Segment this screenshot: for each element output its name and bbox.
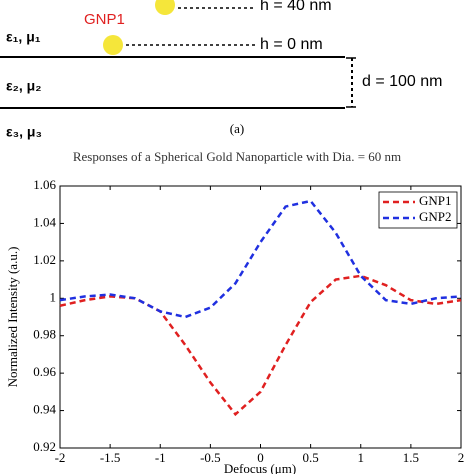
label: d = 100 nm bbox=[362, 73, 443, 90]
x-tick-label: 2 bbox=[458, 450, 465, 465]
x-tick-label: -1 bbox=[155, 450, 166, 465]
x-tick-label: 1 bbox=[358, 450, 365, 465]
x-tick-label: -0.5 bbox=[200, 450, 221, 465]
label: h = 0 nm bbox=[260, 36, 323, 53]
y-tick-label: 0.98 bbox=[33, 327, 56, 342]
chart-title: Responses of a Spherical Gold Nanopartic… bbox=[73, 149, 401, 164]
y-tick-label: 0.94 bbox=[33, 402, 56, 417]
y-tick-label: 0.92 bbox=[33, 439, 56, 454]
particle bbox=[103, 35, 123, 55]
y-tick-label: 1.02 bbox=[33, 252, 56, 267]
series-line bbox=[59, 199, 462, 319]
label: ε₁, μ₁ bbox=[6, 29, 41, 45]
panel-label: (a) bbox=[230, 121, 244, 136]
legend-label: GNP2 bbox=[419, 209, 452, 224]
x-tick-label: -1.5 bbox=[100, 450, 121, 465]
y-tick-label: 1 bbox=[50, 289, 57, 304]
legend-box bbox=[378, 191, 458, 229]
x-tick-label: 0.5 bbox=[303, 450, 319, 465]
x-tick-label: 0 bbox=[257, 450, 264, 465]
label: ε₃, μ₃ bbox=[6, 124, 42, 140]
x-tick-label: -2 bbox=[55, 450, 66, 465]
particle-top bbox=[155, 0, 175, 15]
x-axis-label: Defocus (μm) bbox=[224, 461, 296, 474]
y-tick-label: 0.96 bbox=[33, 364, 56, 379]
label: ε₂, μ₂ bbox=[6, 78, 41, 94]
series-line bbox=[59, 274, 462, 417]
y-axis-label: Normalized Intensity (a.u.) bbox=[5, 247, 20, 388]
label: GNP1 bbox=[84, 11, 125, 28]
legend-label: GNP1 bbox=[419, 193, 452, 208]
y-tick-label: 1.06 bbox=[33, 177, 56, 192]
y-tick-label: 1.04 bbox=[33, 214, 56, 229]
label: h = 40 nm bbox=[260, 0, 332, 14]
x-tick-label: 1.5 bbox=[403, 450, 419, 465]
